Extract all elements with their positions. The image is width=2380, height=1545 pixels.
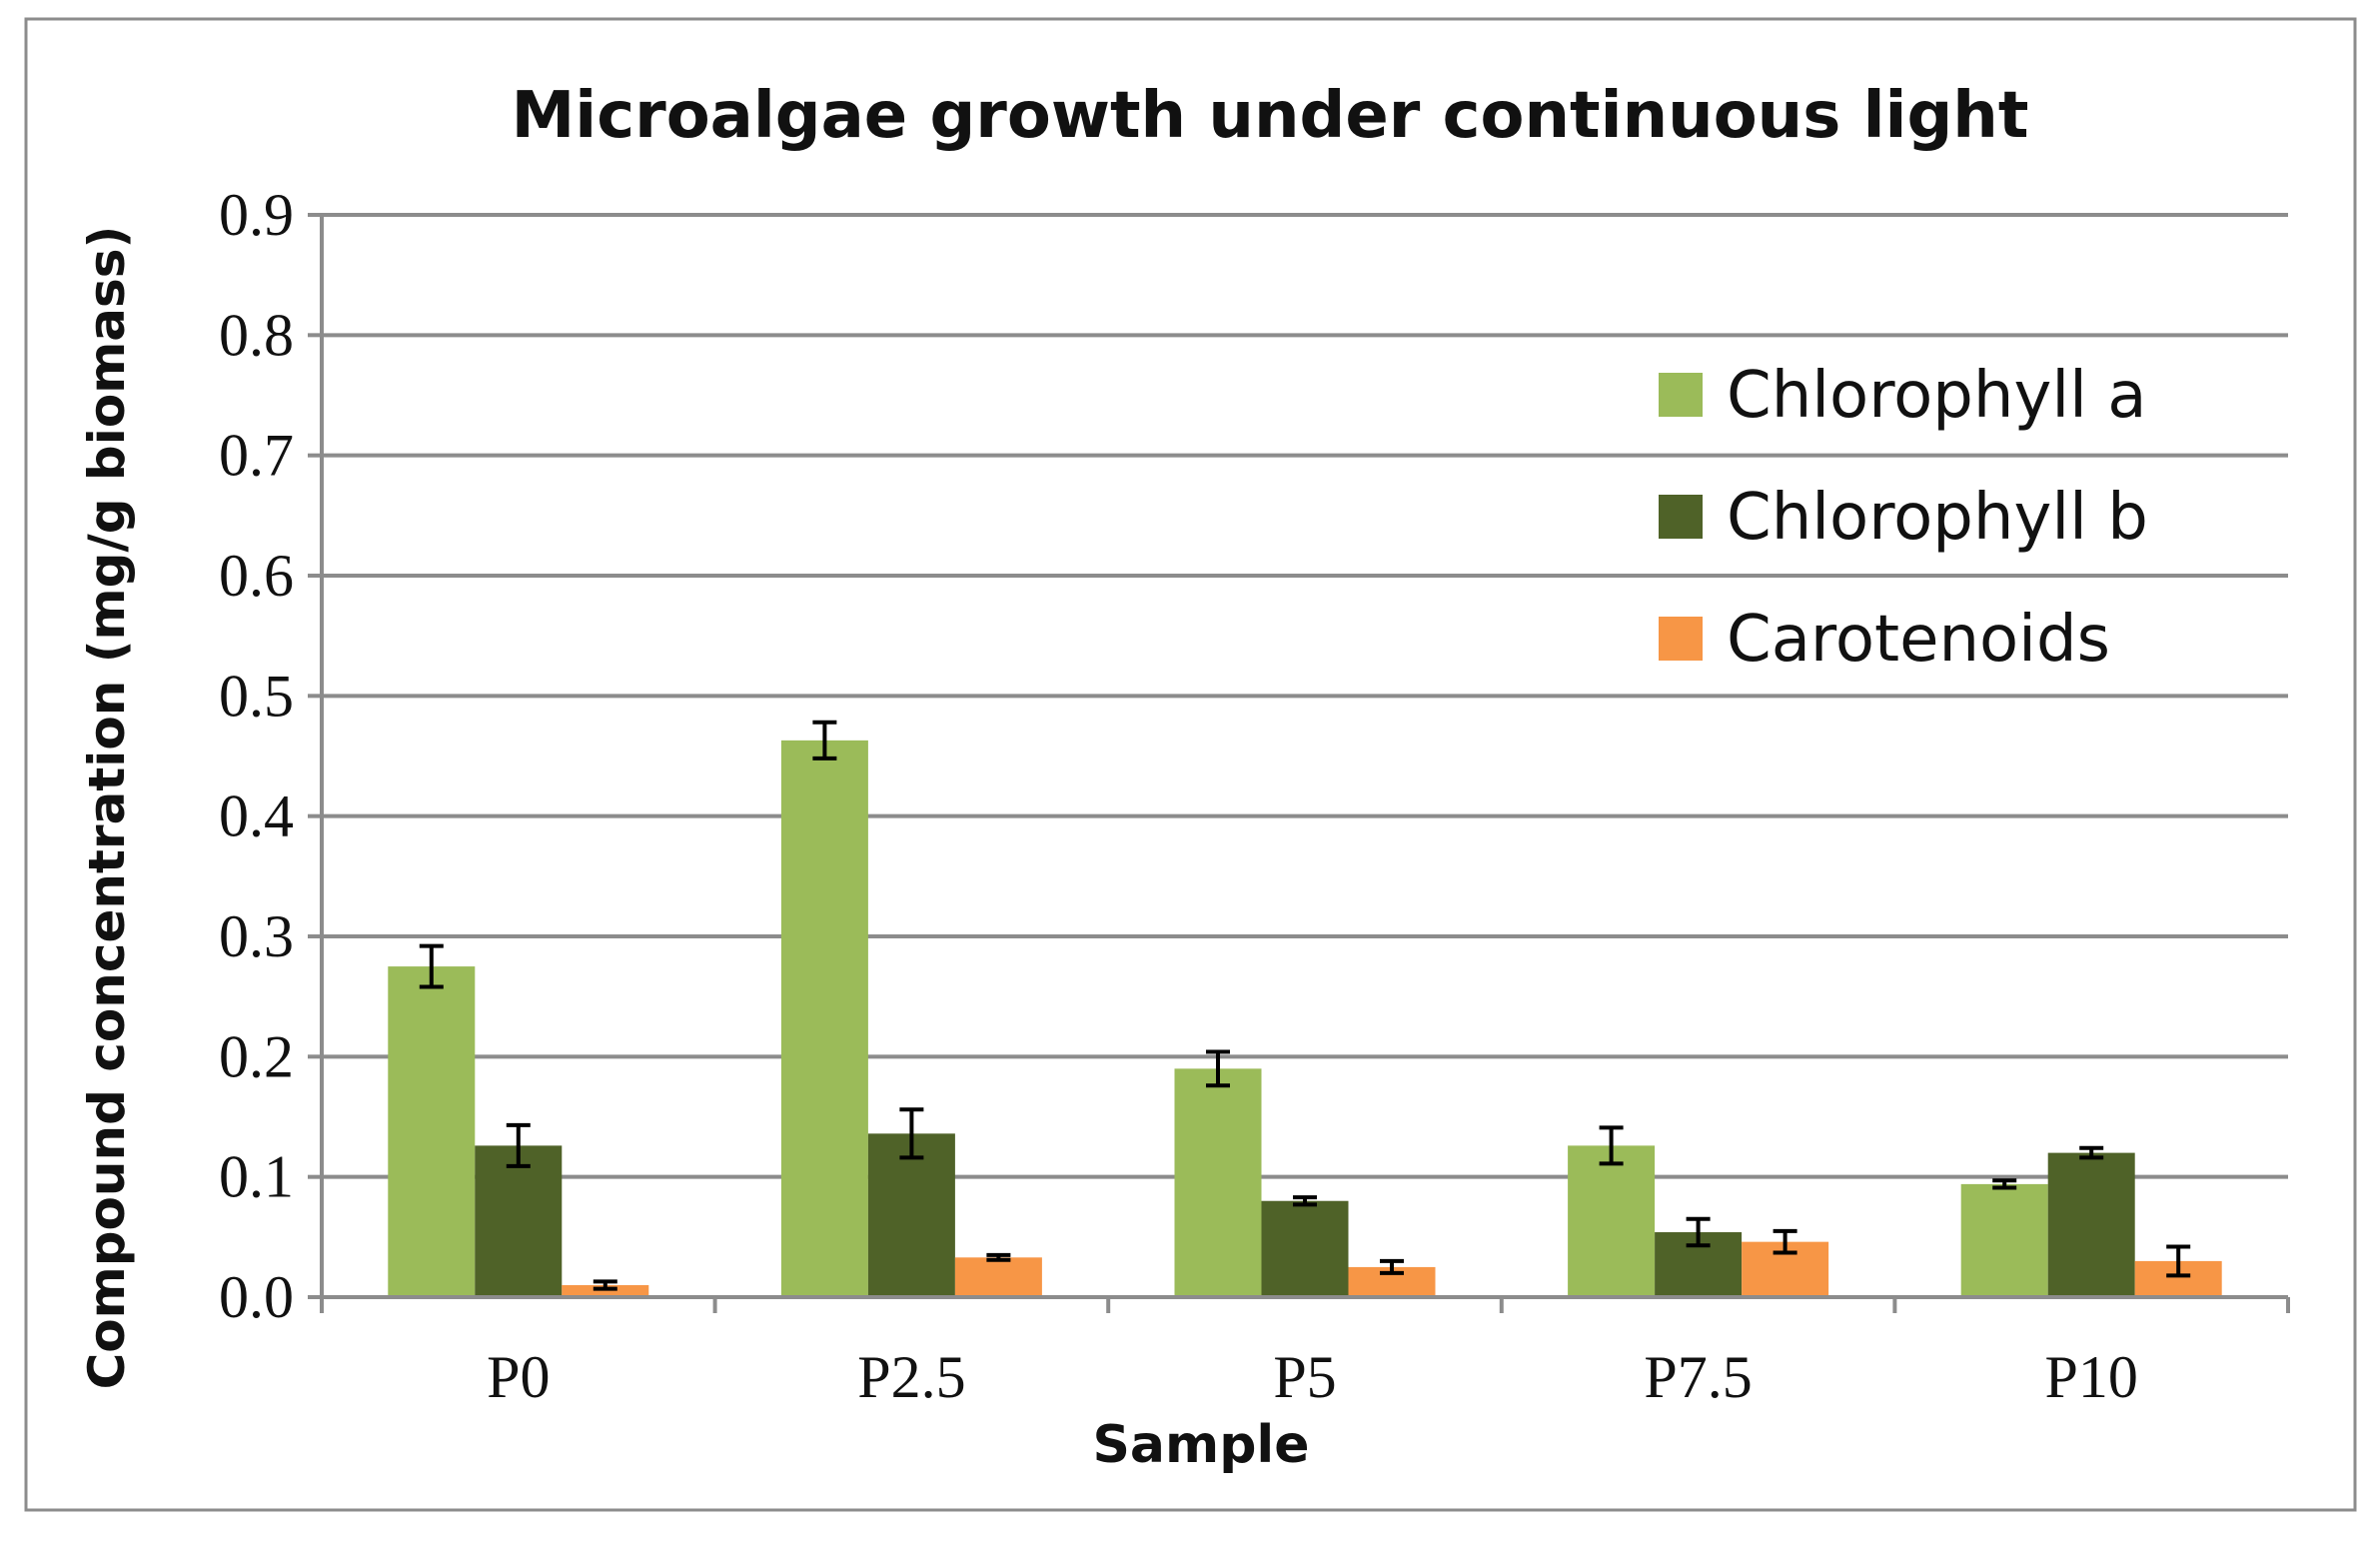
bar (954, 1257, 1042, 1297)
axes (308, 213, 2290, 1313)
legend-swatch (1659, 373, 1703, 417)
legend-swatch (1659, 617, 1703, 661)
y-tick-labels: 0.0 0.1 0.2 0.3 0.4 0.5 0.6 0.7 0.8 0.9 (219, 182, 294, 1330)
legend: Chlorophyll a Chlorophyll b Carotenoids (1659, 359, 2148, 677)
y-axis-label: Compound concentration (mg/g biomass) (78, 226, 136, 1390)
y-tick-label: 0.9 (219, 182, 294, 248)
y-tick-label: 0.8 (219, 302, 294, 368)
bar (1568, 1145, 1656, 1297)
bar (475, 1145, 563, 1297)
bar (780, 740, 868, 1297)
legend-swatch (1659, 495, 1703, 539)
legend-label: Carotenoids (1727, 603, 2110, 677)
x-tick-label: P7.5 (1644, 1344, 1752, 1410)
bar (562, 1284, 649, 1297)
bar (1174, 1068, 1262, 1297)
legend-label: Chlorophyll a (1727, 359, 2146, 433)
y-tick-label: 0.7 (219, 423, 294, 489)
y-tick-label: 0.2 (219, 1023, 294, 1089)
y-tick-label: 0.5 (219, 663, 294, 729)
x-tick-label: P5 (1273, 1344, 1336, 1410)
bar (1960, 1183, 2048, 1297)
y-tick-label: 0.1 (219, 1144, 294, 1210)
bars (388, 720, 2222, 1297)
gridlines (322, 213, 2288, 1179)
legend-label: Chlorophyll b (1727, 481, 2148, 555)
bar (388, 966, 476, 1297)
y-tick-label: 0.3 (219, 903, 294, 969)
chart-title: Microalgae growth under continuous light (512, 79, 2029, 153)
bar (867, 1133, 955, 1297)
x-tick-labels: P0 P2.5 P5 P7.5 P10 (487, 1344, 2138, 1410)
x-tick-label: P0 (487, 1344, 550, 1410)
bar (2047, 1152, 2135, 1297)
x-tick-label: P2.5 (857, 1344, 965, 1410)
x-tick-label: P10 (2045, 1344, 2138, 1410)
y-tick-label: 0.6 (219, 543, 294, 609)
y-tick-label: 0.0 (219, 1264, 294, 1330)
bar (1261, 1200, 1349, 1297)
y-tick-label: 0.4 (219, 783, 294, 849)
x-axis-label: Sample (1092, 1415, 1309, 1475)
